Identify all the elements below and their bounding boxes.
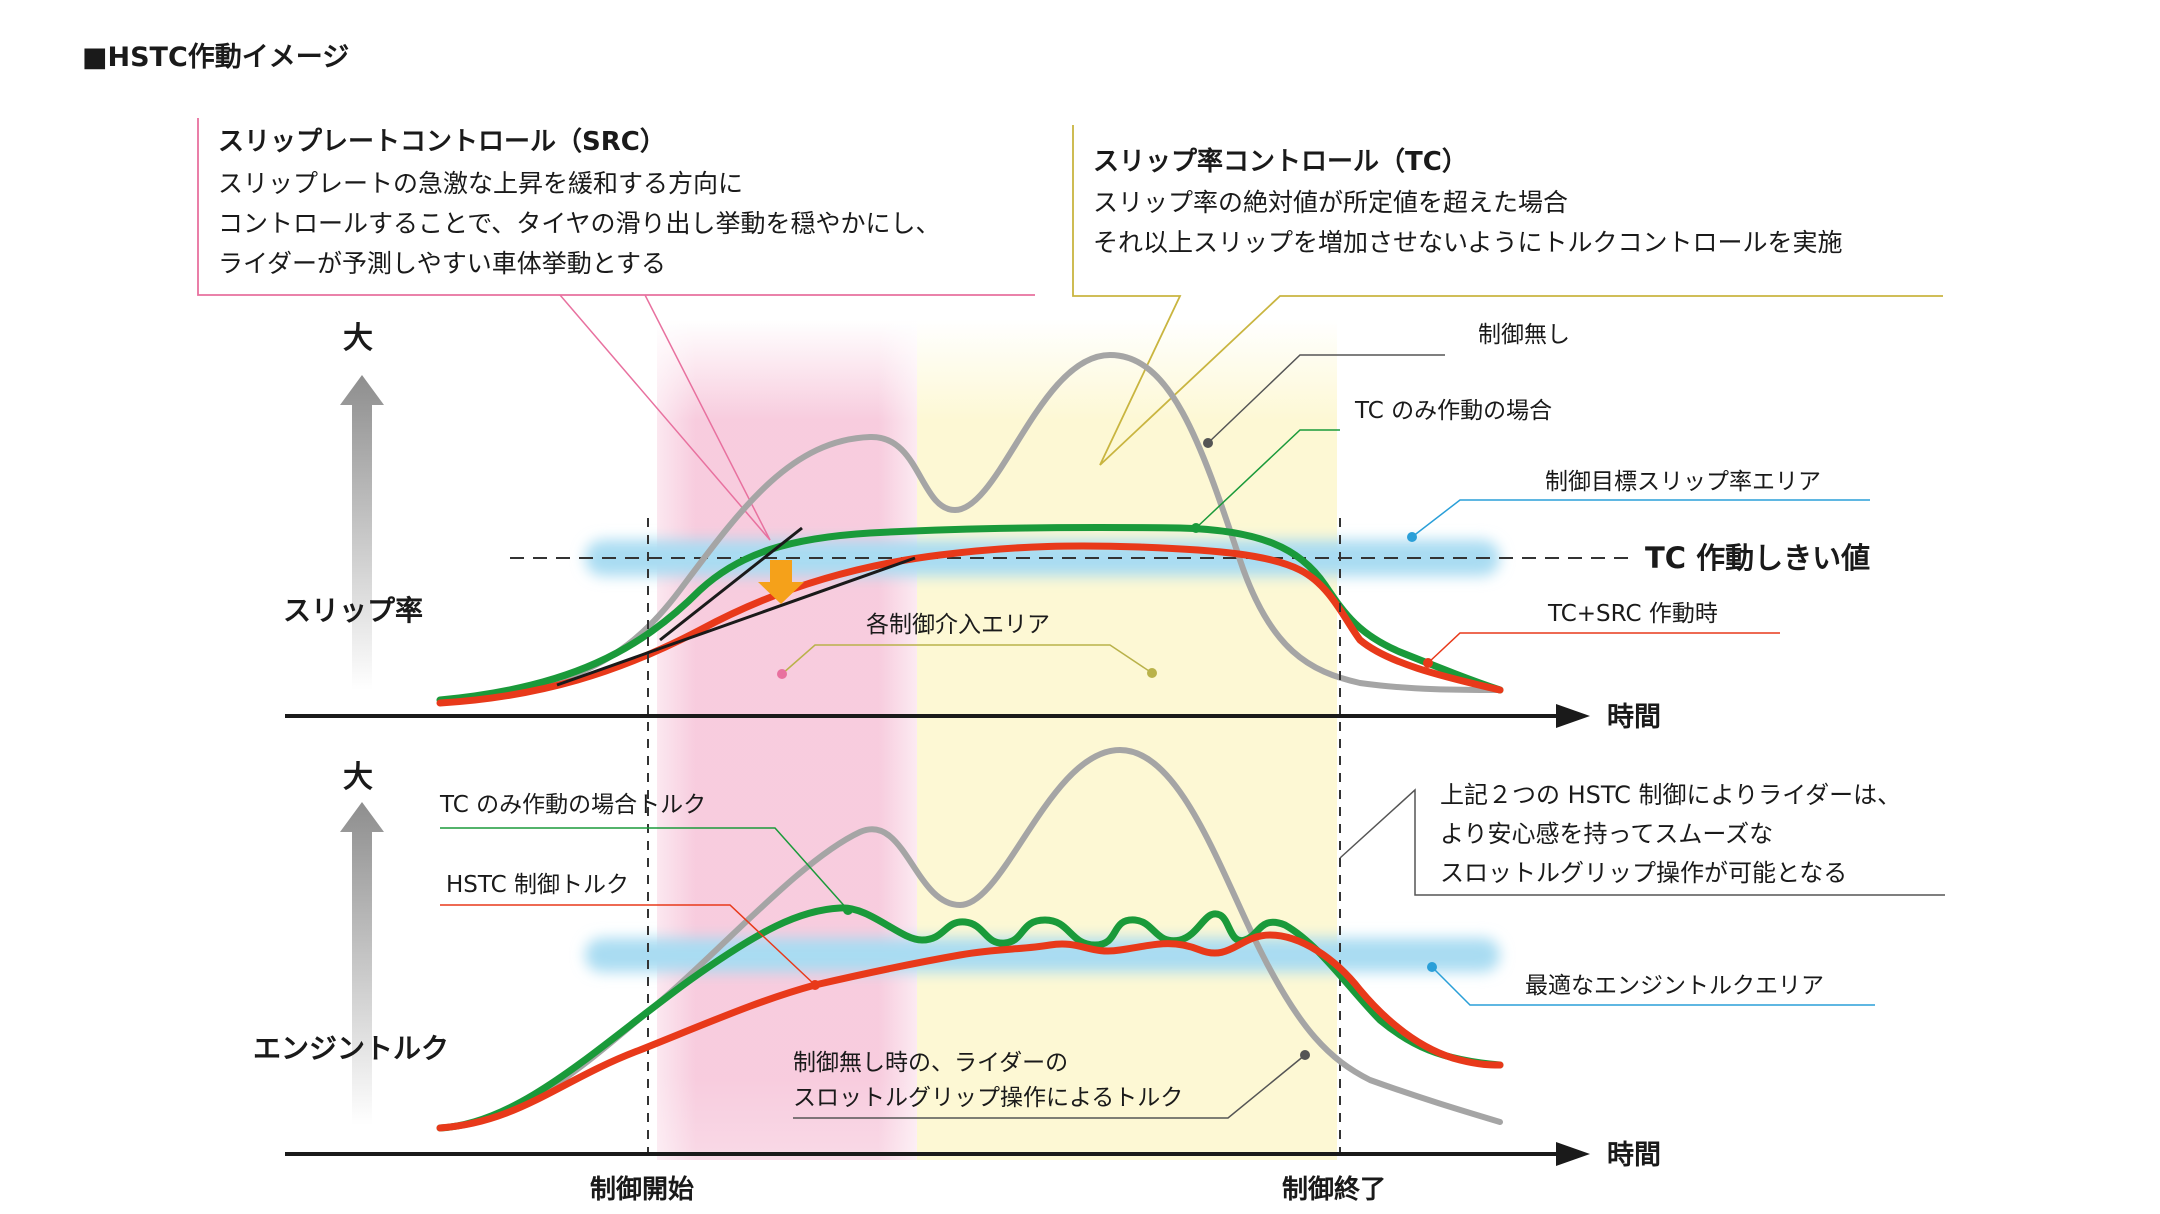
label-hstc: TC+SRC 作動時 xyxy=(1547,601,1718,627)
src-callout-frame xyxy=(197,118,1035,296)
upper-chart: 大 スリップ率 時間 TC 作動しきい値 制御無し TC のみ作動の場合 制御目… xyxy=(283,321,1870,1160)
label-no-control-torque-2: スロットルグリップ操作によるトルク xyxy=(793,1085,1183,1111)
target-area-dot xyxy=(1407,532,1417,542)
torque-y-axis-arrow xyxy=(340,802,384,1125)
tc-area xyxy=(917,320,1337,1160)
src-line-2: コントロールすることで、タイヤの滑り出し挙動を穏やかにし、 xyxy=(218,209,941,238)
hstc-leader xyxy=(1427,632,1780,664)
slip-x-axis-arrowhead xyxy=(1556,704,1590,728)
slip-y-axis-arrow xyxy=(340,375,384,690)
slip-y-big-label: 大 xyxy=(343,321,373,356)
label-tc-only: TC のみ作動の場合 xyxy=(1354,398,1552,424)
label-target-area: 制御目標スリップ率エリア xyxy=(1545,469,1821,495)
no-control-torque-dot xyxy=(1300,1050,1310,1060)
torque-curve-hstc xyxy=(436,931,1504,1132)
torque-x-axis-arrowhead xyxy=(1556,1142,1590,1166)
intervention-dot-src xyxy=(777,669,787,679)
label-intervention: 各制御介入エリア xyxy=(866,612,1050,638)
src-area-fade xyxy=(657,320,917,1160)
torque-curve-tc xyxy=(436,904,1504,1132)
page-title: ■HSTC作動イメージ xyxy=(82,42,349,73)
torque-x-label: 時間 xyxy=(1607,1140,1661,1171)
hstc-torque-leader xyxy=(440,904,816,986)
src-tangent-steep xyxy=(659,526,803,642)
no-control-torque-leader xyxy=(793,1054,1306,1119)
src-leader-line-1 xyxy=(559,294,771,541)
tc-only-leader xyxy=(1195,429,1340,529)
src-title: スリップレートコントロール（SRC） xyxy=(218,127,666,157)
src-callout: スリップレートコントロール（SRC） スリップレートの急激な上昇を緩和する方向に… xyxy=(197,118,1035,541)
slip-y-label: スリップ率 xyxy=(283,594,423,627)
optimal-area-dot xyxy=(1427,962,1437,972)
tc-callout-frame xyxy=(1072,125,1943,466)
torque-y-label: エンジントルク xyxy=(253,1032,449,1065)
tc-threshold-label: TC 作動しきい値 xyxy=(1645,541,1870,575)
label-no-control-torque-1: 制御無し時の、ライダーの xyxy=(793,1050,1068,1076)
control-end-label: 制御終了 xyxy=(1282,1174,1386,1205)
note-line-1: 上記２つの HSTC 制御によりライダーは、 xyxy=(1440,781,1901,809)
lower-chart: 大 エンジントルク 時間 TC のみ作動の場合トルク HSTC 制御トルク 最適… xyxy=(253,746,1945,1171)
slip-curve-no-control xyxy=(437,351,1503,703)
note-line-3: スロットルグリップ操作が可能となる xyxy=(1440,859,1847,887)
hstc-torque-dot xyxy=(810,980,820,990)
control-start-label: 制御開始 xyxy=(590,1174,694,1205)
note-line-2: より安心感を持ってスムーズな xyxy=(1440,820,1773,848)
optimal-area-leader xyxy=(1431,966,1875,1006)
intervention-dot-tc xyxy=(1147,668,1157,678)
note-frame xyxy=(1339,788,1945,896)
src-line-3: ライダーが予測しやすい車体挙動とする xyxy=(218,249,666,278)
tc-torque-dot xyxy=(843,905,853,915)
no-control-dot xyxy=(1203,438,1213,448)
label-tc-torque: TC のみ作動の場合トルク xyxy=(439,792,706,818)
slip-x-label: 時間 xyxy=(1607,702,1661,733)
tc-line-2: それ以上スリップを増加させないようにトルクコントロールを実施 xyxy=(1093,228,1843,257)
hstc-dot xyxy=(1423,658,1433,668)
label-hstc-torque: HSTC 制御トルク xyxy=(446,872,629,898)
torque-y-big-label: 大 xyxy=(343,760,373,795)
tc-callout: スリップ率コントロール（TC） スリップ率の絶対値が所定値を超えた場合 それ以上… xyxy=(1072,125,1943,466)
slip-curve-tc-only xyxy=(436,524,1504,704)
target-area-leader xyxy=(1411,499,1870,538)
intervention-leader xyxy=(781,644,1153,675)
tc-only-dot xyxy=(1191,523,1201,533)
no-control-leader xyxy=(1207,354,1445,444)
tc-line-1: スリップ率の絶対値が所定値を超えた場合 xyxy=(1093,188,1568,217)
src-reduction-arrow xyxy=(758,560,804,604)
src-tangent-gentle xyxy=(556,556,916,687)
label-no-control: 制御無し xyxy=(1478,322,1570,348)
intervention-areas xyxy=(657,320,1337,1160)
tc-torque-leader xyxy=(440,827,849,911)
src-line-1: スリップレートの急激な上昇を緩和する方向に xyxy=(218,169,743,198)
label-optimal-area: 最適なエンジントルクエリア xyxy=(1525,973,1824,999)
tc-title: スリップ率コントロール（TC） xyxy=(1093,146,1468,177)
optimal-torque-band xyxy=(585,938,1500,972)
